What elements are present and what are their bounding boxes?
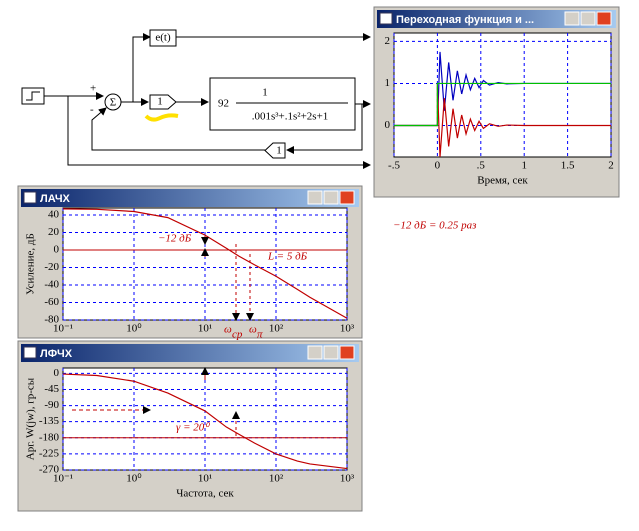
- window-max-button[interactable]: [323, 190, 339, 205]
- x-tick-label: 10⁻¹: [53, 323, 73, 335]
- annotation: −12 дБ: [158, 233, 192, 245]
- series-line: [394, 83, 611, 158]
- x-tick-label: 10¹: [198, 323, 212, 335]
- feedback-block[interactable]: [264, 142, 286, 159]
- window-title: ЛФЧХ: [40, 348, 73, 360]
- block-diagram: Σ + - e(t) 1 92 1 .001s³+.1s²+2s+1 1: [21, 29, 371, 169]
- x-tick-label: .5: [477, 160, 486, 172]
- x-axis-label: Время, сек: [477, 175, 528, 187]
- window-min-button[interactable]: [307, 190, 323, 205]
- annotation: L = 5 дБ: [267, 251, 308, 263]
- y-tick-label: -90: [44, 399, 59, 411]
- x-tick-label: 1.5: [561, 160, 575, 172]
- y-tick-label: -80: [44, 314, 59, 326]
- x-tick-label: 10³: [340, 323, 355, 335]
- window-min-button[interactable]: [564, 11, 580, 26]
- window-icon: [379, 12, 393, 25]
- window-title: ЛАЧХ: [40, 193, 71, 205]
- x-tick-label: 10⁰: [126, 473, 142, 485]
- annotation-sub: π: [257, 329, 263, 341]
- window-close-button[interactable]: [339, 345, 355, 360]
- feedback-label: 1: [276, 145, 282, 157]
- sum-label: Σ: [110, 97, 116, 109]
- title-bar: [377, 10, 616, 28]
- sign: +: [90, 83, 96, 95]
- output-block[interactable]: [149, 29, 177, 47]
- series-line: [62, 373, 348, 470]
- sign: -: [90, 104, 94, 116]
- x-tick-label: 10¹: [198, 473, 212, 485]
- gain-block[interactable]: [149, 94, 177, 110]
- y-tick-label: -20: [44, 261, 59, 273]
- series-line: [394, 82, 611, 127]
- series-line: [62, 208, 348, 319]
- x-tick-label: 1: [521, 160, 527, 172]
- window-max-button[interactable]: [323, 345, 339, 360]
- window-close-button[interactable]: [596, 11, 612, 26]
- y-tick-label: 0: [54, 367, 60, 379]
- plant-denominator: .001s³+.1s²+2s+1: [252, 111, 329, 123]
- x-tick-label: 2: [608, 160, 614, 172]
- highlight: [144, 113, 179, 122]
- y-tick-label: -135: [39, 415, 60, 427]
- annotation: ω: [224, 324, 232, 336]
- y-axis-label: Арг. W(jw), гр-сы: [25, 377, 37, 460]
- x-tick-label: -.5: [388, 160, 400, 172]
- y-tick-label: 20: [48, 226, 60, 238]
- window-title: Переходная функция и ...: [396, 14, 534, 26]
- x-tick-label: 10³: [340, 473, 355, 485]
- x-tick-label: 10⁰: [126, 323, 142, 335]
- window-min-button[interactable]: [307, 345, 323, 360]
- x-tick-label: 10²: [269, 473, 284, 485]
- x-tick-label: 10⁻¹: [53, 473, 73, 485]
- annotation: γ = 20⁰: [176, 422, 210, 434]
- window-close-button[interactable]: [339, 190, 355, 205]
- step-source[interactable]: [21, 87, 45, 105]
- annotation: ω: [249, 324, 257, 336]
- y-tick-label: -180: [39, 431, 60, 443]
- plant-block[interactable]: [209, 77, 356, 131]
- y-axis-label: Усиление, дБ: [25, 233, 37, 295]
- annotation-sub: ср: [232, 329, 243, 341]
- gain-label: 1: [157, 96, 163, 108]
- plot-area: [393, 32, 612, 158]
- x-tick-label: 10²: [269, 323, 284, 335]
- x-axis-label: Частота, сек: [176, 488, 234, 500]
- plant-numerator: 1: [262, 87, 268, 99]
- y-tick-label: 1: [385, 77, 391, 89]
- y-tick-label: -60: [44, 296, 59, 308]
- x-tick-label: 0: [435, 160, 441, 172]
- y-tick-label: 0: [54, 244, 60, 256]
- note: −12 дБ = 0.25 раз: [393, 220, 476, 232]
- y-tick-label: -225: [39, 447, 60, 459]
- title-bar: [21, 344, 359, 362]
- window-icon: [23, 346, 37, 359]
- title-bar: [21, 189, 359, 207]
- window-icon: [23, 191, 37, 204]
- y-tick-label: -270: [39, 464, 60, 476]
- plant-gain: 92: [218, 98, 229, 110]
- y-tick-label: -40: [44, 279, 59, 291]
- y-tick-label: 40: [48, 209, 60, 221]
- y-tick-label: 2: [385, 35, 391, 47]
- y-tick-label: 0: [385, 119, 391, 131]
- output-label: e(t): [155, 32, 171, 44]
- y-tick-label: -45: [44, 383, 59, 395]
- window-max-button[interactable]: [580, 11, 596, 26]
